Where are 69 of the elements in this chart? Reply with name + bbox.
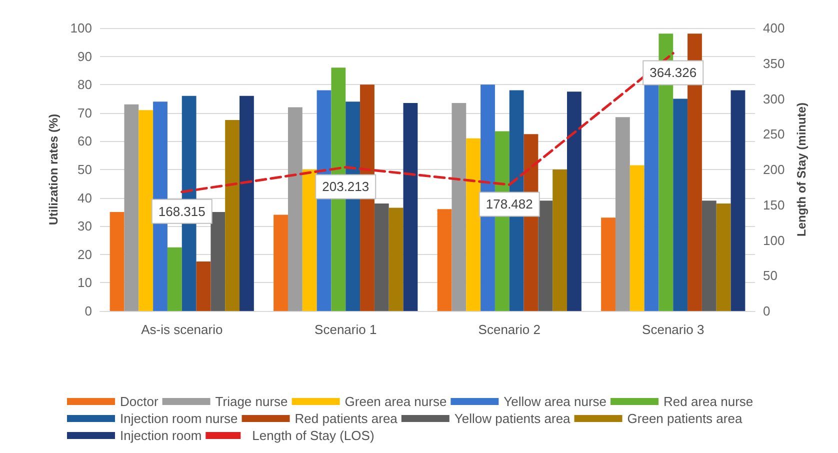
data-label: 364.326: [650, 65, 697, 80]
bar: [302, 170, 317, 311]
legend-label: Length of Stay (LOS): [252, 428, 374, 443]
bar: [374, 203, 389, 311]
bar: [716, 203, 731, 311]
bar: [138, 110, 154, 311]
data-label: 178.482: [486, 196, 533, 212]
x-tick-label: As-is scenario: [141, 322, 223, 337]
legend-label: Green area nurse: [344, 394, 447, 409]
legend-label: Red area nurse: [664, 394, 754, 409]
legend-label: Triage nurse: [215, 394, 288, 409]
bar: [644, 84, 659, 311]
bar: [274, 214, 288, 311]
bar: [552, 170, 568, 311]
y-tick-label: 0: [84, 304, 92, 318]
y-axis-title: Utilization rates (%): [46, 114, 60, 226]
x-tick-label: Scenario 3: [642, 322, 704, 337]
bar: [702, 200, 716, 311]
legend-label: Yellow patients area: [454, 411, 572, 426]
bar: [288, 107, 302, 311]
bar: [730, 90, 746, 311]
y2-tick-label: 400: [763, 20, 785, 36]
y-tick-label: 60: [78, 134, 92, 149]
y-tick-label: 20: [78, 246, 92, 262]
bar: [601, 218, 616, 311]
bar: [403, 102, 418, 311]
bar: [567, 92, 582, 311]
bar: [225, 120, 240, 311]
y2-tick-label: 100: [763, 232, 785, 248]
y-tick-label: 90: [78, 48, 92, 64]
y2-tick-label: 0: [763, 304, 770, 318]
bar: [466, 138, 481, 311]
y-tick-label: 30: [78, 218, 92, 234]
y2-tick-label: 300: [763, 91, 785, 106]
bar: [210, 212, 226, 311]
bar: [167, 247, 182, 311]
legend-label: Green patients area: [627, 411, 743, 426]
bar: [388, 208, 404, 311]
y-tick-label: 80: [78, 77, 92, 92]
data-label: 168.315: [158, 204, 206, 219]
y2-tick-label: 150: [763, 197, 785, 212]
legend-label: Injection room nurse: [120, 411, 238, 426]
y-tick-label: 100: [70, 20, 92, 36]
bar: [615, 117, 630, 311]
data-label: 203.213: [322, 179, 370, 194]
bar: [630, 165, 644, 311]
x-tick-label: Scenario 2: [478, 322, 540, 337]
bar: [124, 104, 139, 311]
y-tick-label: 10: [78, 275, 92, 290]
y2-tick-label: 200: [763, 162, 785, 177]
bar: [437, 209, 452, 311]
bar: [196, 261, 211, 311]
legend-label: Doctor: [120, 394, 159, 409]
bar: [452, 102, 466, 311]
bar: [110, 212, 124, 311]
y2-tick-label: 350: [763, 56, 785, 71]
y2-tick-label: 250: [763, 126, 785, 142]
y-tick-label: 70: [78, 105, 92, 120]
y2-tick-label: 50: [763, 268, 778, 284]
legend-label: Injection room: [120, 428, 202, 443]
y-tick-label: 40: [78, 190, 92, 206]
bar: [240, 96, 254, 311]
y2-axis-title: Length of Stay (minute): [794, 102, 809, 236]
x-tick-label: Scenario 1: [314, 322, 377, 337]
legend-label: Red patients area: [294, 411, 398, 426]
legend-label: Yellow area nurse: [504, 394, 607, 409]
y-tick-label: 50: [78, 162, 92, 177]
bar: [538, 200, 553, 311]
bar: [673, 98, 688, 311]
